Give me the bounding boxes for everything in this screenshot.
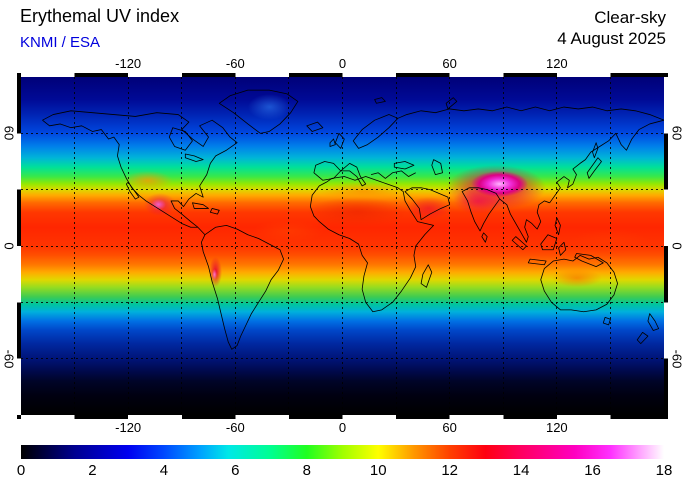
map-border-left [17,77,21,415]
page-title: Erythemal UV index [20,6,180,26]
gridline-lat-60 [21,132,664,134]
colorbar-tick-4: 4 [159,462,169,479]
lat-tick-right-0: 0 [669,242,685,250]
colorbar-tick-6: 6 [231,462,240,479]
provider-credit: KNMI / ESA [20,34,101,51]
map-border-corner [17,415,21,419]
colorbar-tick-14: 14 [512,462,530,479]
lon-tick-top--120: -120 [115,56,142,71]
gridline-lat--30 [21,301,664,303]
lon-tick-bottom-0: 0 [338,420,347,435]
date-label: 4 August 2025 [557,29,666,48]
lat-tick-left--60: -60 [1,349,17,369]
map-border-right [664,77,668,415]
header-right: Clear-sky 4 August 2025 [557,7,666,49]
lon-tick-bottom-60: 60 [442,420,457,435]
gridline-lat--60 [21,358,664,360]
header-left: Erythemal UV index KNMI / ESA [20,6,179,51]
lon-tick-top-0: 0 [338,56,347,71]
colorbar-tick-18: 18 [655,462,673,479]
colorbar-tick-0: 0 [16,462,26,479]
colorbar-tick-16: 16 [584,462,601,479]
gridline-lat-0 [21,245,664,247]
lat-tick-right--60: -60 [669,349,685,369]
lon-tick-bottom-120: 120 [545,420,568,435]
lat-tick-left-0: 0 [1,242,17,250]
map-border-bottom [21,415,664,419]
lon-tick-bottom--60: -60 [225,420,245,435]
colorbar-tick-10: 10 [369,462,387,479]
colorbar-gradient [21,445,664,459]
lon-tick-top-60: 60 [442,56,457,71]
colorbar-tick-12: 12 [441,462,458,479]
lon-tick-top-120: 120 [545,56,568,71]
colorbar-tick-2: 2 [88,462,97,479]
colorbar-tick-8: 8 [302,462,311,479]
lon-tick-top--60: -60 [225,56,245,71]
condition-label: Clear-sky [594,8,666,27]
map-border-corner [17,73,21,77]
world-uv-heatmap [21,77,664,415]
map-border-corner [664,73,668,77]
map-border-top [21,73,664,77]
map-border-corner [664,415,668,419]
gridline-lat-30 [21,189,664,191]
lat-tick-left-60: 60 [1,126,17,141]
lat-tick-right-60: 60 [669,126,685,141]
lon-tick-bottom--120: -120 [115,420,142,435]
coastlines-overlay [21,77,664,415]
